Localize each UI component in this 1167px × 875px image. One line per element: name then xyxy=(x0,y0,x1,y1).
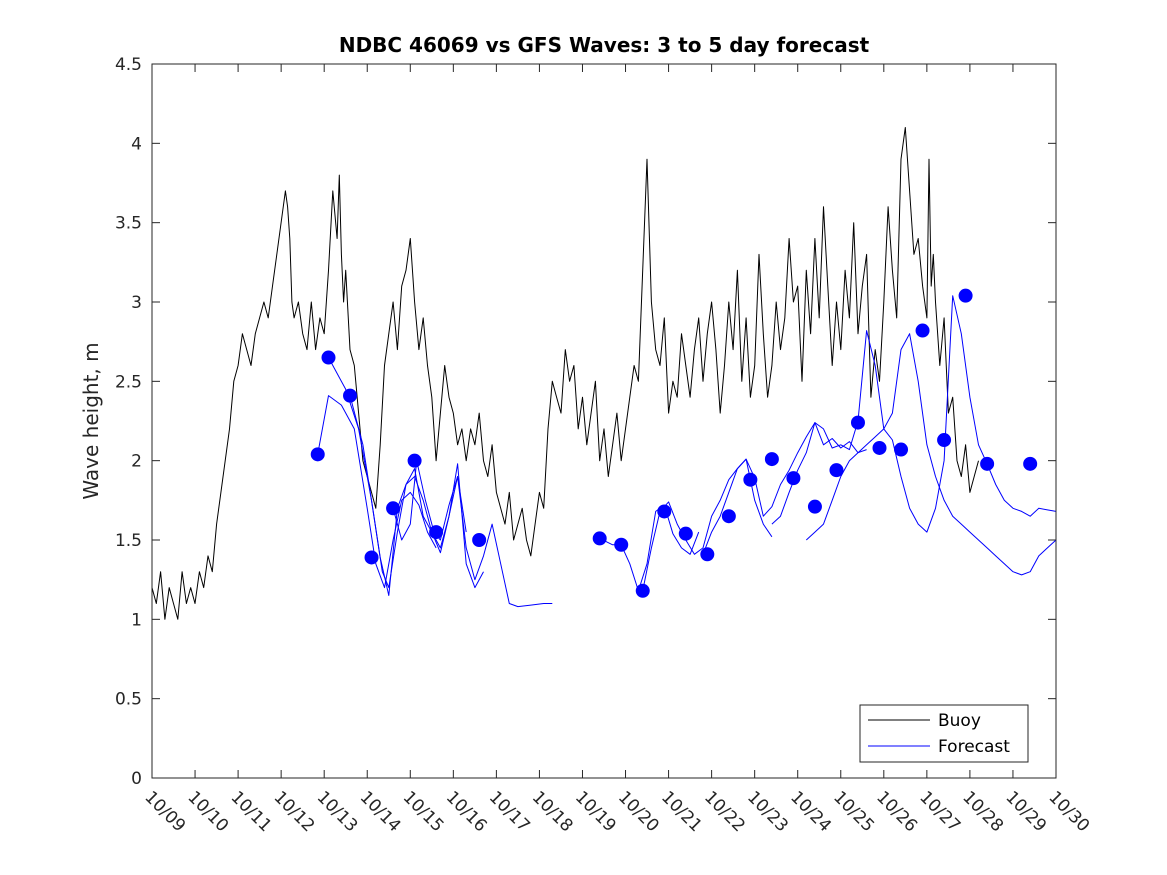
forecast-point xyxy=(721,509,736,524)
buoy-series-line xyxy=(151,127,979,620)
forecast-point xyxy=(429,525,444,540)
legend-buoy-label: Buoy xyxy=(938,711,981,731)
forecast-point xyxy=(958,288,973,303)
forecast-point xyxy=(980,456,995,471)
legend: Buoy Forecast xyxy=(859,704,1029,763)
forecast-point xyxy=(310,447,325,462)
plot-frame xyxy=(151,63,1057,779)
forecast-point xyxy=(614,537,629,552)
forecast-point xyxy=(894,442,909,457)
forecast-point xyxy=(743,472,758,487)
y-tick-label: 4.5 xyxy=(115,55,142,75)
forecast-series-line xyxy=(702,422,867,555)
forecast-point xyxy=(786,471,801,486)
forecast-series-line xyxy=(771,295,1057,533)
y-tick-label: 4 xyxy=(131,134,142,154)
forecast-point xyxy=(657,504,672,519)
y-tick-label: 0 xyxy=(131,769,142,789)
forecast-point xyxy=(635,583,650,598)
forecast-markers xyxy=(310,288,1038,598)
y-tick-label: 1.5 xyxy=(115,531,142,551)
chart-title: NDBC 46069 vs GFS Waves: 3 to 5 day fore… xyxy=(339,33,870,57)
forecast-point xyxy=(937,433,952,448)
forecast-point xyxy=(1023,456,1038,471)
forecast-point xyxy=(321,350,336,365)
y-tick-label: 3 xyxy=(131,293,142,313)
forecast-point xyxy=(700,547,715,562)
forecast-point xyxy=(872,440,887,455)
forecast-series-line xyxy=(317,395,437,589)
forecast-point xyxy=(764,452,779,467)
y-tick-label: 1 xyxy=(131,610,142,630)
legend-box xyxy=(859,704,1029,763)
forecast-point xyxy=(807,499,822,514)
legend-forecast-label: Forecast xyxy=(938,737,1010,757)
forecast-series-line xyxy=(805,333,1057,576)
y-tick-label: 2 xyxy=(131,452,142,472)
y-axis-label: Wave height, m xyxy=(79,342,103,499)
forecast-point xyxy=(472,533,487,547)
forecast-point xyxy=(915,323,930,338)
forecast-point xyxy=(386,501,401,516)
forecast-point xyxy=(407,453,422,468)
forecast-point xyxy=(343,388,358,403)
y-tick-label: 0.5 xyxy=(115,690,142,710)
forecast-point xyxy=(592,531,607,546)
forecast-point xyxy=(829,463,844,478)
plot-area xyxy=(152,64,1056,778)
y-tick-label: 3.5 xyxy=(115,214,142,234)
y-tick-label: 2.5 xyxy=(115,372,142,392)
forecast-point xyxy=(850,415,865,430)
forecast-point xyxy=(364,550,379,565)
forecast-point xyxy=(678,526,693,541)
